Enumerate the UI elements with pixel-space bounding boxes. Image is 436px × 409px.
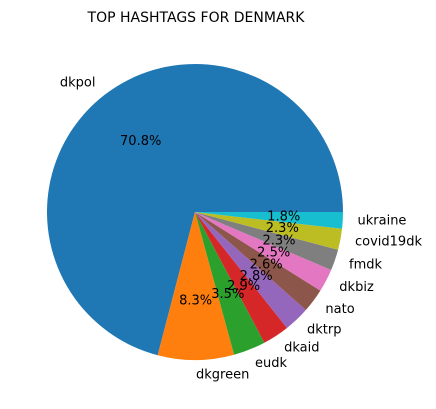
pct-label-dkpol: 70.8% <box>120 134 161 149</box>
pie-slice-dkgreen <box>157 212 235 360</box>
pie-slice-dkaid <box>195 212 287 343</box>
slice-label-dkgreen: dkgreen <box>196 367 249 382</box>
pie-slice-nato <box>195 212 321 311</box>
pct-label-dkgreen: 8.3% <box>179 293 212 308</box>
pie-slices <box>47 63 344 360</box>
pie-slice-dkpol <box>47 63 344 356</box>
pie-labels: dkpol 70.8% dkgreen 8.3% eudk 3.5% dkaid 2.9% dk… <box>60 76 423 383</box>
slice-label-fmdk: fmdk <box>349 257 382 272</box>
slice-label-eudk: eudk <box>255 356 287 371</box>
pie-slice-eudk <box>195 212 265 355</box>
chart-title: TOP HASHTAGS FOR DENMARK <box>87 10 306 26</box>
pct-label-covid19dk: 2.3% <box>266 221 299 236</box>
slice-label-dkpol: dkpol <box>60 76 96 91</box>
slice-label-nato: nato <box>325 302 354 317</box>
slice-label-dkbiz: dkbiz <box>339 280 374 295</box>
slice-label-covid19dk: covid19dk <box>355 235 422 250</box>
pie-slice-ukraine <box>195 212 343 229</box>
pct-label-fmdk: 2.3% <box>262 233 295 248</box>
pie-slice-covid19dk <box>195 212 343 250</box>
slice-label-ukraine: ukraine <box>358 214 407 229</box>
pct-label-dkaid: 2.9% <box>227 279 260 294</box>
pct-label-dkbiz: 2.5% <box>257 246 290 261</box>
slice-label-dktrp: dktrp <box>307 323 341 338</box>
pct-label-eudk: 3.5% <box>211 287 244 302</box>
pct-label-ukraine: 1.8% <box>267 210 300 225</box>
slice-label-dkaid: dkaid <box>284 341 319 356</box>
pie-slice-dkbiz <box>195 212 332 291</box>
pie-slice-dktrp <box>195 212 306 328</box>
pct-label-nato: 2.6% <box>250 258 283 273</box>
pie-slice-fmdk <box>195 212 339 271</box>
pct-label-dktrp: 2.8% <box>240 269 273 284</box>
